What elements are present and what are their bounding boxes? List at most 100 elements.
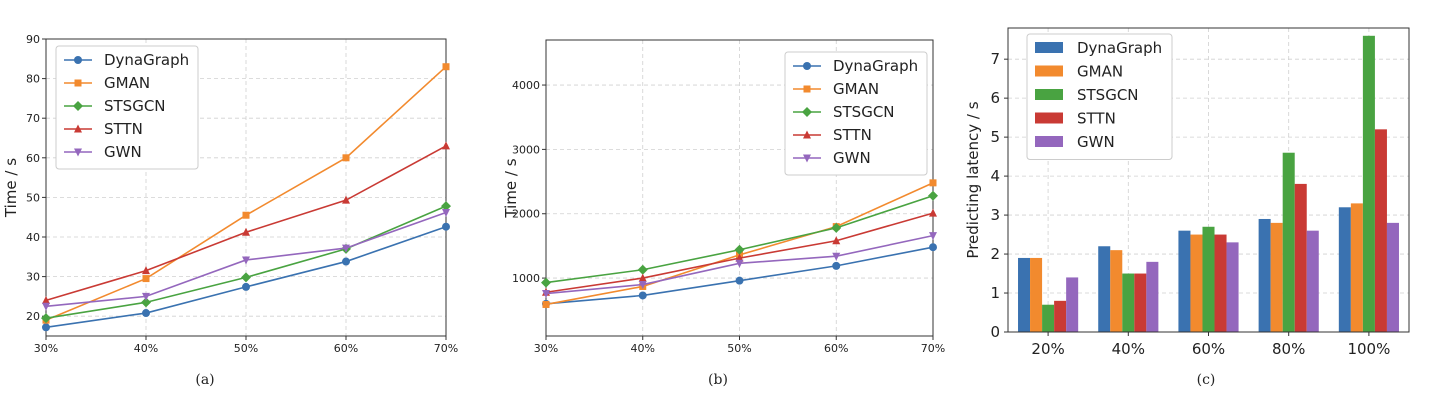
- legend-marker-gman: [74, 79, 82, 87]
- legend-item-gman: GMAN: [64, 74, 150, 92]
- series-sttn: [542, 208, 937, 296]
- point-sttn-60: [832, 236, 841, 245]
- bar-gwn-100: [1386, 222, 1399, 332]
- y-tick-label-3000: 3000: [512, 143, 540, 156]
- bar-gman-60: [1190, 234, 1203, 332]
- bar-gwn-40: [1146, 261, 1159, 332]
- bar-dynagraph-100: [1338, 207, 1351, 332]
- y-tick-label-2000: 2000: [512, 208, 540, 221]
- legend-item-sttn: STTN: [64, 120, 143, 138]
- series-dynagraph: [542, 243, 937, 308]
- point-gwn-60: [832, 252, 841, 261]
- y-tick-label-50: 50: [26, 191, 40, 204]
- point-stsgcn-40: [637, 264, 648, 275]
- legend-item-stsgcn: STSGCN: [793, 103, 895, 121]
- y-tick-label-1: 1: [990, 284, 1000, 302]
- caption-b: (b): [708, 372, 728, 388]
- series-dynagraph: [42, 222, 450, 332]
- bar-gwn-20: [1066, 277, 1079, 332]
- point-dynagraph-60: [342, 257, 350, 266]
- y-tick-label-30: 30: [26, 271, 40, 284]
- x-tick-label-50: 50%: [234, 342, 258, 355]
- legend-item-sttn: STTN: [1035, 110, 1116, 128]
- legend: DynaGraph GMAN STSGCN STTN GWN: [55, 45, 199, 170]
- bar-dynagraph-60: [1178, 230, 1191, 332]
- bar-stsgcn-20: [1042, 304, 1055, 332]
- point-gwn-70: [929, 232, 937, 241]
- x-axis: 30% 40% 50% 60% 70%: [534, 336, 945, 355]
- point-gman-50: [242, 211, 250, 219]
- point-stsgcn-60: [831, 222, 842, 233]
- x-axis: 20% 40% 60% 80% 100%: [1031, 332, 1390, 358]
- point-gwn-50: [242, 256, 250, 265]
- legend-marker-stsgcn: [73, 101, 83, 111]
- series-gwn: [1066, 222, 1399, 332]
- legend-item-gman: GMAN: [1035, 63, 1123, 81]
- y-axis: 0 1 2 3 4 5 6 7: [990, 50, 1008, 341]
- x-axis: 30% 40% 50% 60% 70%: [34, 336, 458, 355]
- chart-a-time-vs-ratio: 30% 40% 50% 60% 70% 20 30 40 50 60 70 80 90 Time / s D…: [2, 33, 458, 355]
- legend: DynaGraph GMAN STSGCN STTN GWN: [1026, 33, 1173, 160]
- legend-marker-gwn: [74, 148, 82, 157]
- y-tick-label-6: 6: [990, 89, 1000, 107]
- point-dynagraph-70: [929, 243, 937, 252]
- y-axis-label: Time / s: [502, 158, 520, 218]
- bar-sttn-100: [1374, 129, 1387, 332]
- x-tick-label-30: 30%: [534, 342, 558, 355]
- bar-stsgcn-80: [1282, 152, 1295, 332]
- point-dynagraph-50: [735, 276, 744, 285]
- point-stsgcn-40: [141, 297, 151, 308]
- legend-label-gwn: GWN: [104, 143, 142, 161]
- legend-marker-sttn: [74, 124, 82, 133]
- bar-sttn-80: [1294, 183, 1307, 332]
- point-stsgcn-30: [541, 277, 551, 288]
- x-tick-label-70: 70%: [921, 342, 945, 355]
- y-tick-label-40: 40: [26, 231, 40, 244]
- x-tick-label-30: 30%: [34, 342, 58, 355]
- legend-label-stsgcn: STSGCN: [104, 97, 166, 115]
- y-tick-label-80: 80: [26, 73, 40, 86]
- bar-stsgcn-60: [1202, 226, 1215, 332]
- caption-c: (c): [1196, 372, 1216, 388]
- legend-item-gman: GMAN: [793, 80, 879, 98]
- point-sttn-50: [242, 227, 250, 236]
- series-stsgcn: [41, 201, 451, 324]
- point-stsgcn-70: [441, 201, 451, 212]
- point-gwn-40: [142, 292, 150, 301]
- y-tick-label-1000: 1000: [512, 272, 540, 285]
- point-stsgcn-30: [41, 313, 51, 324]
- bar-sttn-60: [1214, 234, 1227, 332]
- series-stsgcn: [1042, 35, 1375, 333]
- point-gman-70: [929, 179, 937, 187]
- legend-swatch-gman: [1035, 65, 1063, 77]
- legend-label-dynagraph: DynaGraph: [1077, 39, 1162, 57]
- point-dynagraph-70: [442, 222, 450, 231]
- legend-item-stsgcn: STSGCN: [1035, 86, 1139, 104]
- point-sttn-50: [735, 253, 744, 262]
- legend-label-stsgcn: STSGCN: [833, 103, 895, 121]
- legend-marker-gwn: [803, 154, 811, 163]
- chart-c-predicting-latency: 20% 40% 60% 80% 100% 0 1 2 3 4 5 6 7 Predicting laten…: [964, 27, 1410, 358]
- legend-item-gwn: GWN: [793, 149, 871, 167]
- point-gman-60: [342, 154, 350, 162]
- x-tick-label-60: 60%: [334, 342, 358, 355]
- x-tick-label-20: 20%: [1031, 340, 1064, 358]
- point-sttn-30: [42, 295, 50, 304]
- y-tick-label-60: 60: [26, 152, 40, 165]
- y-tick-label-7: 7: [990, 50, 1000, 68]
- y-tick-label-20: 20: [26, 310, 40, 323]
- legend-label-gman: GMAN: [1077, 63, 1123, 81]
- bar-dynagraph-80: [1258, 218, 1271, 332]
- legend-label-gman: GMAN: [104, 74, 150, 92]
- bar-gman-100: [1350, 203, 1363, 332]
- point-sttn-40: [638, 273, 647, 282]
- point-dynagraph-40: [142, 309, 150, 318]
- series-dynagraph: [1018, 207, 1351, 332]
- legend-item-gwn: GWN: [1035, 133, 1115, 151]
- point-dynagraph-60: [832, 261, 841, 270]
- legend-item-gwn: GWN: [64, 143, 142, 161]
- legend: DynaGraph GMAN STSGCN STTN GWN: [784, 51, 928, 176]
- y-axis-label: Time / s: [2, 158, 20, 218]
- x-tick-label-40: 40%: [1112, 340, 1145, 358]
- point-gwn-50: [735, 259, 744, 268]
